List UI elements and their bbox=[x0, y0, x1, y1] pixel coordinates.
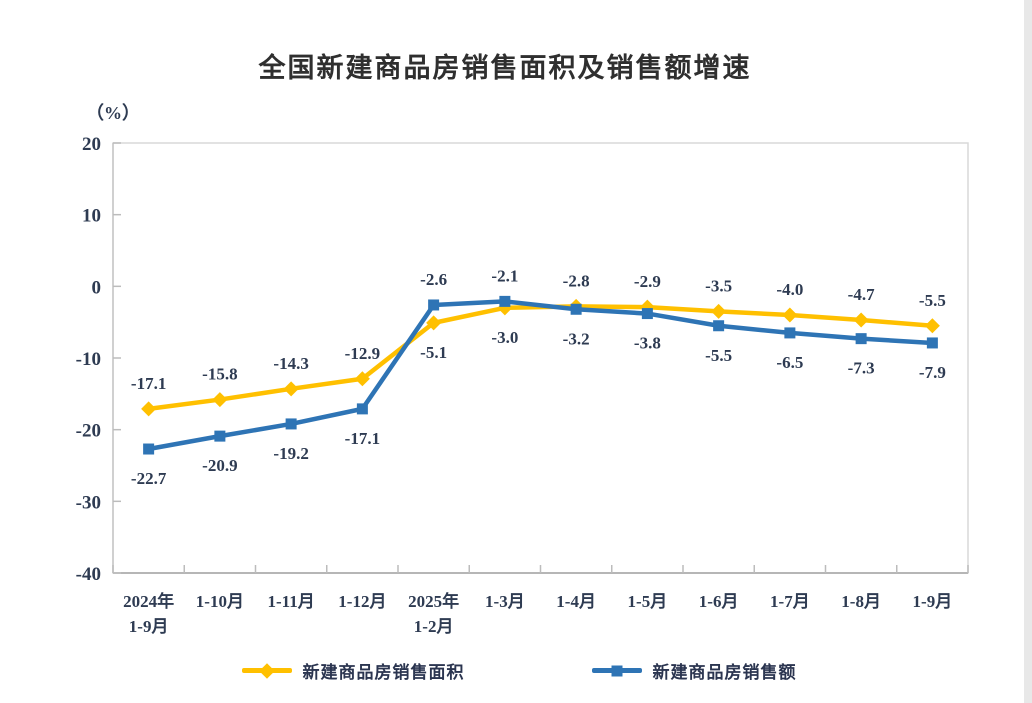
square-marker-icon bbox=[855, 333, 867, 345]
data-label: -2.9 bbox=[634, 272, 661, 291]
data-label: -3.8 bbox=[634, 334, 661, 353]
data-label: -15.8 bbox=[202, 365, 237, 384]
square-marker-icon bbox=[214, 430, 226, 442]
diamond-marker-icon bbox=[141, 401, 157, 417]
diamond-marker-icon bbox=[354, 371, 370, 387]
diamond-marker-icon bbox=[426, 315, 442, 331]
y-tick-label: -10 bbox=[76, 349, 101, 370]
data-label: -2.8 bbox=[563, 271, 590, 290]
data-label: -19.2 bbox=[273, 444, 308, 463]
data-label: -2.6 bbox=[420, 270, 447, 289]
diamond-marker-icon bbox=[283, 381, 299, 397]
diamond-marker-icon bbox=[924, 318, 940, 334]
square-marker-icon bbox=[356, 403, 368, 415]
data-label: -4.0 bbox=[776, 280, 803, 299]
data-label: -22.7 bbox=[131, 469, 167, 488]
x-tick-label: 2024年 bbox=[123, 591, 174, 611]
diamond-marker-icon bbox=[782, 307, 798, 323]
plot-frame bbox=[112, 142, 969, 574]
square-marker-icon bbox=[784, 327, 796, 339]
square-marker-icon bbox=[428, 299, 440, 311]
legend-label-amount: 新建商品房销售额 bbox=[652, 663, 797, 682]
chart-legend: 新建商品房销售面积 新建商品房销售额 bbox=[14, 658, 1024, 683]
data-label: -12.9 bbox=[345, 344, 380, 363]
y-axis-unit-label: （%） bbox=[86, 103, 140, 123]
x-tick-label: 1-11月 bbox=[268, 592, 315, 611]
series-line bbox=[146, 304, 935, 412]
chart-title: 全国新建商品房销售面积及销售额增速 bbox=[258, 53, 752, 83]
data-label: -17.1 bbox=[345, 429, 380, 448]
diamond-marker-icon bbox=[711, 303, 727, 319]
square-marker-icon bbox=[641, 308, 653, 320]
square-marker-icon bbox=[499, 295, 511, 307]
square-marker-icon bbox=[143, 443, 155, 455]
x-tick-label: 1-12月 bbox=[338, 592, 386, 611]
y-tick-label: -40 bbox=[76, 564, 101, 585]
y-tick-label: 20 bbox=[82, 134, 101, 155]
data-label: -14.3 bbox=[273, 354, 308, 373]
x-tick-label: 1-4月 bbox=[556, 592, 596, 611]
data-label: -4.7 bbox=[848, 285, 875, 304]
x-tick-label: 1-9月 bbox=[129, 617, 169, 636]
square-marker-icon bbox=[570, 303, 582, 315]
data-label: -5.5 bbox=[705, 346, 732, 365]
y-tick-label: 10 bbox=[82, 206, 101, 227]
diamond-marker-icon bbox=[853, 312, 869, 328]
data-label: -20.9 bbox=[202, 456, 237, 475]
x-tick-label: 1-2月 bbox=[414, 617, 454, 636]
diamond-marker-icon bbox=[212, 392, 228, 408]
y-tick-label: -20 bbox=[76, 421, 101, 442]
data-label: -5.5 bbox=[919, 291, 946, 310]
x-tick-label: 1-7月 bbox=[770, 592, 810, 611]
area-series-legend-line-icon bbox=[241, 662, 292, 679]
amount-series-legend-line-icon bbox=[591, 665, 642, 676]
y-tick-label: -30 bbox=[76, 492, 101, 513]
data-label: -7.9 bbox=[919, 363, 946, 382]
square-marker-icon bbox=[926, 337, 938, 349]
data-label: -2.1 bbox=[491, 266, 518, 285]
y-tick-label: 0 bbox=[92, 277, 102, 298]
series-line bbox=[146, 299, 935, 452]
x-tick-label: 1-10月 bbox=[196, 592, 244, 611]
legend-item-0: 新建商品房销售面积 bbox=[241, 658, 465, 683]
x-tick-label: 2025年 bbox=[408, 591, 459, 611]
square-marker-icon bbox=[611, 665, 622, 676]
x-tick-label: 1-5月 bbox=[628, 592, 668, 611]
data-label: -3.5 bbox=[705, 276, 732, 295]
legend-label-area: 新建商品房销售面积 bbox=[302, 663, 465, 682]
data-label: -5.1 bbox=[420, 343, 447, 362]
data-label: -6.5 bbox=[776, 353, 803, 372]
legend-item-1: 新建商品房销售额 bbox=[591, 658, 797, 683]
diamond-marker-icon bbox=[258, 662, 275, 679]
square-marker-icon bbox=[285, 418, 297, 430]
square-marker-icon bbox=[713, 320, 725, 332]
data-label: -3.0 bbox=[491, 328, 518, 347]
x-tick-label: 1-3月 bbox=[485, 592, 525, 611]
data-label: -17.1 bbox=[131, 374, 166, 393]
x-tick-label: 1-9月 bbox=[913, 592, 953, 611]
page-right-edge-strip bbox=[1024, 0, 1032, 703]
x-tick-label: 1-6月 bbox=[699, 592, 739, 611]
data-label: -7.3 bbox=[848, 359, 875, 378]
x-tick-label: 1-8月 bbox=[841, 592, 881, 611]
data-label: -3.2 bbox=[563, 329, 590, 348]
